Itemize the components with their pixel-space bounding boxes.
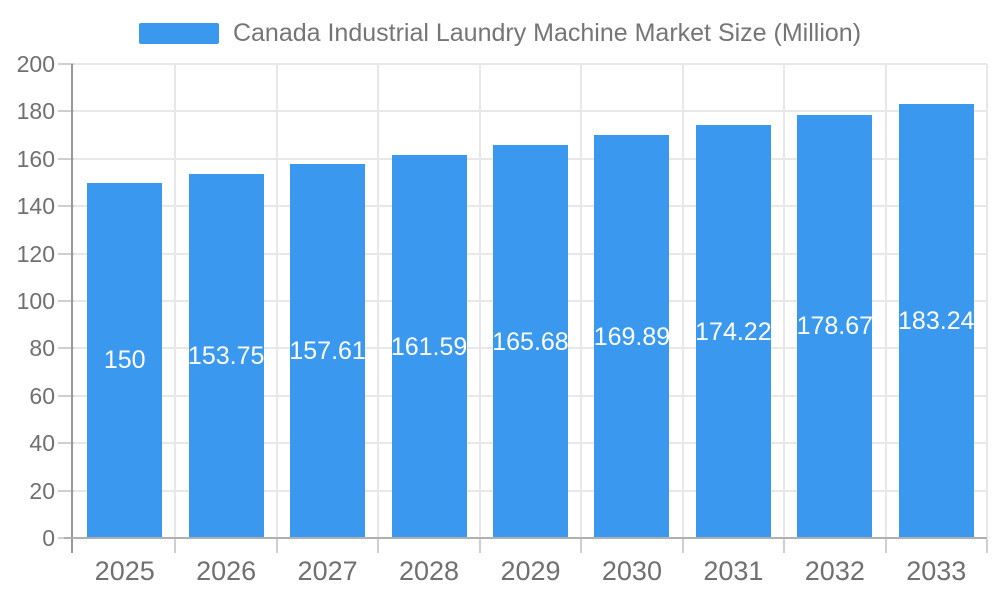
- y-tick: [58, 347, 74, 350]
- y-tick: [58, 205, 74, 208]
- gridline-vertical: [174, 64, 177, 538]
- x-axis-label-2026: 2026: [196, 556, 257, 586]
- y-axis-label: 160: [16, 145, 55, 172]
- y-axis-label: 120: [16, 240, 55, 267]
- legend-swatch[interactable]: [138, 22, 219, 44]
- gridline-vertical: [580, 64, 583, 538]
- x-axis-label-2025: 2025: [94, 556, 155, 586]
- x-tick: [884, 539, 887, 553]
- y-axis-label: 60: [29, 382, 55, 409]
- gridline-vertical: [681, 64, 684, 538]
- y-axis-label: 200: [16, 51, 55, 77]
- bar-2027[interactable]: [290, 164, 366, 538]
- bar-2032[interactable]: [797, 114, 873, 538]
- x-axis-label-2028: 2028: [399, 556, 460, 586]
- y-tick: [58, 300, 74, 302]
- gridline-vertical: [478, 64, 481, 538]
- bar-2029[interactable]: [493, 145, 568, 538]
- x-tick: [478, 539, 481, 553]
- bar-2025[interactable]: [87, 182, 163, 538]
- x-axis-line: [64, 537, 987, 539]
- x-tick: [681, 539, 684, 553]
- x-tick: [986, 539, 988, 553]
- y-axis-label: 180: [16, 98, 55, 125]
- bar-2033[interactable]: [898, 103, 974, 538]
- bar-2026[interactable]: [188, 173, 264, 538]
- x-axis-label-2027: 2027: [297, 556, 358, 586]
- y-tick: [58, 394, 74, 397]
- y-tick: [58, 252, 74, 255]
- gridline-vertical: [884, 64, 887, 538]
- gridline-vertical: [275, 64, 278, 538]
- bar-value-label: 174.22: [695, 317, 772, 346]
- x-tick: [783, 539, 786, 553]
- y-axis-label: 80: [29, 335, 55, 362]
- y-axis-label: 140: [16, 193, 55, 220]
- gridline-vertical: [986, 64, 988, 538]
- x-tick: [580, 539, 583, 553]
- y-axis-label: 100: [16, 288, 55, 314]
- x-axis-label-2032: 2032: [804, 556, 865, 586]
- bar-value-label: 150: [103, 346, 146, 375]
- y-axis-label: 20: [29, 477, 55, 504]
- y-axis-label: 0: [42, 525, 55, 551]
- bar-2030[interactable]: [594, 135, 670, 538]
- x-tick: [174, 539, 177, 553]
- bar-2031[interactable]: [695, 125, 771, 538]
- x-axis-label-2031: 2031: [703, 556, 764, 586]
- bar-value-label: 183.24: [898, 306, 975, 335]
- bar-value-label: 178.67: [796, 312, 874, 341]
- y-axis-line: [71, 64, 73, 553]
- y-tick: [58, 442, 74, 445]
- bar-value-label: 169.89: [593, 322, 671, 351]
- bar-value-label: 161.59: [390, 332, 468, 361]
- gridline-horizontal: [74, 63, 987, 65]
- chart-legend[interactable]: Canada Industrial Laundry Machine Market…: [0, 18, 1000, 48]
- gridline-vertical: [377, 64, 380, 538]
- bar-value-label: 153.75: [187, 341, 265, 370]
- y-tick: [58, 110, 74, 113]
- y-axis-label: 40: [29, 430, 55, 457]
- bar-2028[interactable]: [391, 155, 467, 538]
- y-tick: [58, 157, 74, 160]
- x-axis-label-2029: 2029: [500, 556, 561, 586]
- gridline-vertical: [783, 64, 786, 538]
- y-tick: [58, 489, 74, 492]
- x-tick: [377, 539, 380, 553]
- bar-value-label: 165.68: [492, 327, 569, 356]
- x-axis-label-2033: 2033: [906, 556, 967, 586]
- bar-value-label: 157.61: [289, 337, 366, 366]
- y-tick: [58, 63, 74, 65]
- x-axis-label-2030: 2030: [601, 556, 662, 586]
- gridline-horizontal: [74, 110, 987, 113]
- x-tick: [275, 539, 278, 553]
- legend-label[interactable]: Canada Industrial Laundry Machine Market…: [232, 19, 862, 47]
